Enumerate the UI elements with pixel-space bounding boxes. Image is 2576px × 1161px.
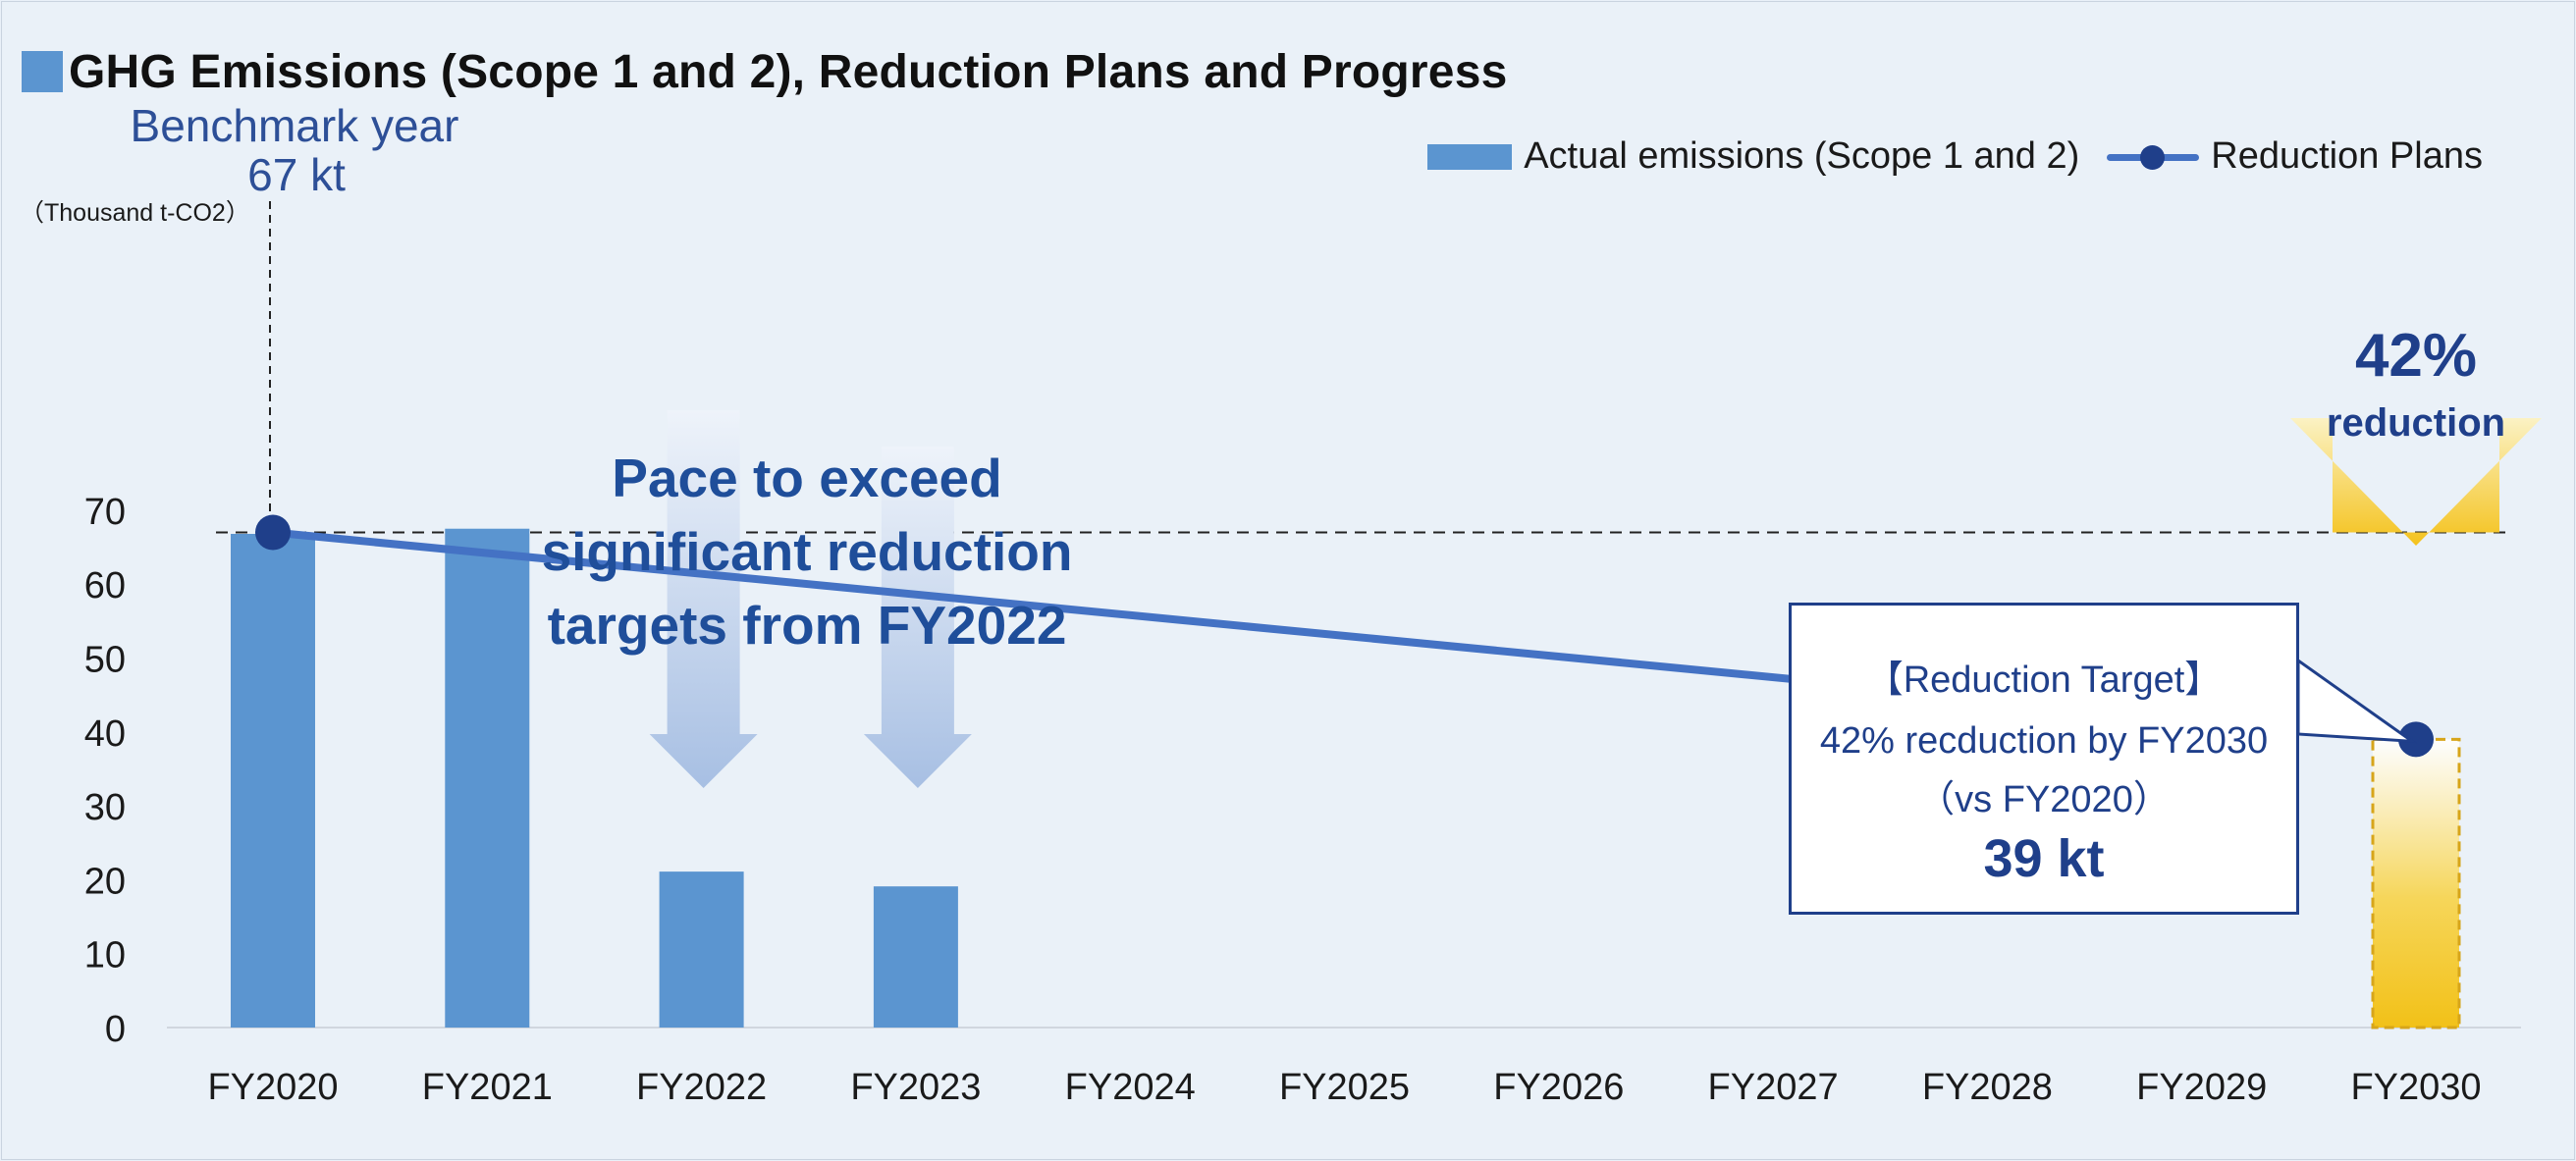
- emission-bar: [231, 533, 315, 1028]
- x-tick-label: FY2028: [1922, 1067, 2053, 1108]
- target-bar-fy2030: [2371, 737, 2461, 1029]
- y-tick-label: 60: [84, 565, 126, 607]
- y-tick-label: 30: [84, 787, 126, 828]
- title-marker-square: [22, 51, 63, 92]
- title-row: GHG Emissions (Scope 1 and 2), Reduction…: [22, 45, 1508, 98]
- reduction-plan-marker: [2398, 721, 2434, 758]
- x-tick-label: FY2030: [2350, 1067, 2481, 1108]
- target-heading: 【Reduction Target】: [1865, 660, 2223, 701]
- target-vs: （vs FY2020）: [1917, 779, 2171, 820]
- pace-annotation-line: Pace to exceed: [612, 448, 1001, 508]
- y-tick-label: 70: [84, 492, 126, 533]
- y-tick-label: 10: [84, 935, 126, 976]
- x-tick-label: FY2025: [1279, 1067, 1410, 1108]
- target-line: 42% recduction by FY2030: [1819, 720, 2269, 762]
- emission-bar: [659, 871, 744, 1028]
- x-tick-label: FY2029: [2136, 1067, 2267, 1108]
- x-tick-label: FY2023: [850, 1067, 981, 1108]
- benchmark-value: 67 kt: [247, 149, 346, 200]
- legend-marker: [2140, 144, 2166, 170]
- reduction-plan-marker: [255, 514, 291, 551]
- reduction-word: reduction: [2327, 401, 2505, 445]
- x-tick-label: FY2020: [207, 1067, 338, 1108]
- legend-label-actual: Actual emissions (Scope 1 and 2): [1524, 135, 2080, 177]
- legend-line-swatch: [2107, 144, 2200, 170]
- pace-annotation-line: significant reduction: [542, 521, 1073, 582]
- y-tick-label: 50: [84, 640, 126, 681]
- x-tick-label: FY2024: [1065, 1067, 1196, 1108]
- pace-arrow: [649, 410, 758, 788]
- y-axis-label: （Thousand t-CO2）: [20, 199, 250, 227]
- pace-annotation-line: targets from FY2022: [548, 595, 1067, 656]
- callout-pointer: [2296, 658, 2418, 744]
- target-value: 39 kt: [1983, 829, 2105, 888]
- emission-bar: [445, 528, 530, 1028]
- y-tick-label: 0: [105, 1009, 126, 1050]
- reduction-arrow: [2290, 418, 2542, 546]
- chart-title: GHG Emissions (Scope 1 and 2), Reduction…: [69, 45, 1508, 98]
- legend-item-actual: Actual emissions (Scope 1 and 2): [1427, 135, 2079, 178]
- x-tick-label: FY2026: [1493, 1067, 1624, 1108]
- emission-bar: [873, 886, 958, 1028]
- legend-item-plans: Reduction Plans: [2107, 135, 2483, 178]
- legend-label-plans: Reduction Plans: [2211, 135, 2483, 177]
- pace-arrow: [863, 447, 972, 788]
- legend-bar-swatch: [1427, 143, 1513, 170]
- x-tick-label: FY2022: [636, 1067, 767, 1108]
- y-tick-label: 40: [84, 713, 126, 755]
- y-tick-label: 20: [84, 861, 126, 902]
- x-tick-label: FY2021: [422, 1067, 553, 1108]
- reduction-percent: 42%: [2355, 322, 2477, 390]
- x-tick-label: FY2027: [1708, 1067, 1839, 1108]
- benchmark-label: Benchmark year: [131, 100, 459, 151]
- legend: Actual emissions (Scope 1 and 2) Reducti…: [1427, 135, 2483, 178]
- reduction-target-callout: 【Reduction Target】 42% recduction by FY2…: [1789, 603, 2299, 915]
